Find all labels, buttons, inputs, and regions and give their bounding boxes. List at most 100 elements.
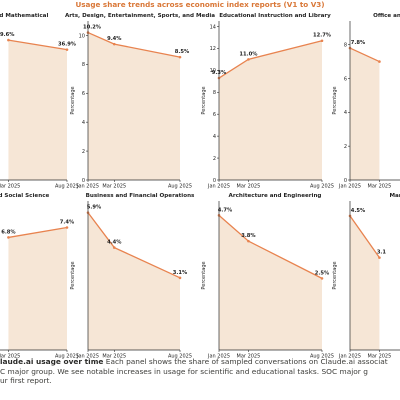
- data-point: [178, 276, 182, 280]
- y-axis-label: Percentage: [70, 261, 76, 289]
- x-tick-label: Mar 2025: [102, 354, 126, 360]
- series-area: [88, 32, 180, 181]
- y-axis-label: Percentage: [70, 86, 76, 114]
- figure-caption: laude.ai usage over time Each panel show…: [0, 357, 400, 386]
- caption-text-1: Each panel shows the share of sampled co…: [103, 357, 388, 366]
- data-label: 7.8%: [351, 40, 366, 46]
- data-label: 5.9%: [87, 205, 102, 211]
- panel-title: and Social Science: [0, 193, 50, 199]
- x-tick-label: Mar 2025: [0, 184, 20, 190]
- data-label: 8.5%: [175, 49, 190, 55]
- data-label: 10.2%: [83, 25, 102, 31]
- x-tick-label: Aug 2025: [310, 354, 334, 360]
- data-label: 3.8%: [241, 233, 256, 239]
- y-tick-label: 8: [344, 42, 347, 48]
- panel-title: and Mathematical: [0, 13, 48, 19]
- x-tick-label: Aug 2025: [55, 354, 79, 360]
- data-point: [320, 39, 324, 43]
- series-line: [349, 215, 380, 258]
- panel-5: Mar 2025 Aug 2025 6.8% 7.4% and Social Scien…: [0, 193, 79, 360]
- data-point: [378, 256, 381, 259]
- series-area: [219, 40, 322, 180]
- y-tick-label: 14: [210, 24, 216, 30]
- x-tick-label: Aug 2025: [168, 354, 192, 360]
- series-area: [350, 48, 380, 181]
- x-tick-label: Aug 2025: [55, 184, 79, 190]
- panel-3: 0 2 4 6 8 10 12 14 Jan 2025 Mar 2025 Aug 2025 Perce…: [201, 13, 334, 190]
- data-point: [378, 60, 381, 63]
- panel-2: 0 2 4 6 8 10 Jan 2025 Mar 2025 Aug 2025 Percentag…: [65, 13, 215, 190]
- y-tick-label: 8: [213, 90, 216, 96]
- y-tick-label: 8: [82, 62, 85, 68]
- data-label: 4.4%: [107, 240, 122, 246]
- data-point: [7, 236, 10, 239]
- series-area: [8, 40, 67, 180]
- data-point: [7, 38, 10, 42]
- y-tick-label: 6: [344, 76, 347, 82]
- data-label: 12.7%: [313, 33, 332, 39]
- x-tick-label: Mar 2025: [368, 354, 392, 360]
- data-label: 9.3%: [212, 70, 227, 76]
- caption-line-2: C major group. We see notable increases …: [0, 366, 368, 376]
- data-point: [178, 55, 182, 59]
- data-label: 36.9%: [58, 42, 77, 48]
- panel-title: Educational Instruction and Library: [219, 13, 331, 19]
- x-tick-label: Jan 2025: [338, 354, 361, 360]
- caption-title: laude.ai usage over time: [0, 357, 104, 366]
- series-line: [8, 39, 68, 51]
- data-label: 3.1%: [173, 270, 188, 276]
- y-tick-label: 0: [82, 178, 85, 184]
- data-label: 2.5%: [315, 270, 330, 276]
- y-tick-label: 2: [82, 149, 85, 155]
- y-tick-label: 2: [344, 144, 347, 150]
- y-axis-label: Percentage: [201, 86, 207, 114]
- series-area: [219, 215, 322, 350]
- x-tick-label: Aug 2025: [168, 184, 192, 190]
- data-label: 11.0%: [239, 51, 258, 57]
- x-tick-label: Mar 2025: [368, 184, 392, 190]
- panel-title: Arts, Design, Entertainment, Sports, and…: [65, 13, 215, 19]
- data-label: 39.6%: [0, 32, 15, 38]
- data-point: [65, 226, 69, 229]
- y-tick-label: 4: [82, 120, 85, 126]
- data-point: [247, 239, 250, 243]
- x-tick-label: Mar 2025: [0, 354, 20, 360]
- y-tick-label: 4: [213, 134, 216, 140]
- y-tick-label: 4: [344, 110, 347, 116]
- data-label: 3.1: [377, 250, 387, 256]
- panel-title: Manag: [389, 193, 400, 199]
- panel-title: Office and Admin: [373, 13, 400, 19]
- x-tick-label: Aug 2025: [310, 184, 334, 190]
- x-tick-label: Mar 2025: [237, 184, 261, 190]
- panel-title: Architecture and Engineering: [229, 193, 322, 199]
- y-tick-label: 6: [82, 91, 85, 97]
- data-point: [247, 58, 250, 61]
- caption-line-3: ur first report.: [0, 376, 52, 386]
- x-tick-label: Mar 2025: [237, 354, 261, 360]
- data-label: 4.7%: [218, 207, 233, 213]
- y-axis-label: Percentage: [332, 261, 338, 289]
- data-label: 7.4%: [60, 219, 75, 225]
- data-point: [320, 277, 324, 280]
- figure-title: Usage share trends across economic index…: [75, 0, 325, 9]
- y-axis-label: Percentage: [201, 261, 207, 289]
- x-tick-label: Jan 2025: [207, 354, 230, 360]
- x-tick-label: Jan 2025: [76, 184, 99, 190]
- y-tick-label: 10: [210, 68, 216, 74]
- panel-1: Mar 2025 Aug 2025 39.6% 36.9% and Mathematic…: [0, 13, 79, 190]
- series-area: [8, 227, 67, 350]
- data-point: [112, 246, 116, 249]
- panel-4: 0 2 4 6 8 Jan 2025 Mar 2025 Percentage 7.8% Offic…: [332, 13, 400, 190]
- x-tick-label: Jan 2025: [207, 184, 230, 190]
- y-tick-label: 0: [344, 178, 347, 184]
- x-tick-label: Mar 2025: [102, 184, 126, 190]
- caption-line-1: laude.ai usage over time Each panel show…: [0, 357, 400, 367]
- series-area: [88, 212, 180, 350]
- panel-8: Jan 2025 Mar 2025 Percentage 4.5% 3.1 Manag: [332, 193, 400, 360]
- panel-6: Jan 2025 Mar 2025 Aug 2025 Percentage 5.9% 4.…: [70, 193, 195, 360]
- x-tick-label: Jan 2025: [76, 354, 99, 360]
- y-tick-label: 10: [79, 33, 85, 39]
- panel-7: Jan 2025 Mar 2025 Aug 2025 Percentage 4.7% 3.…: [201, 193, 334, 360]
